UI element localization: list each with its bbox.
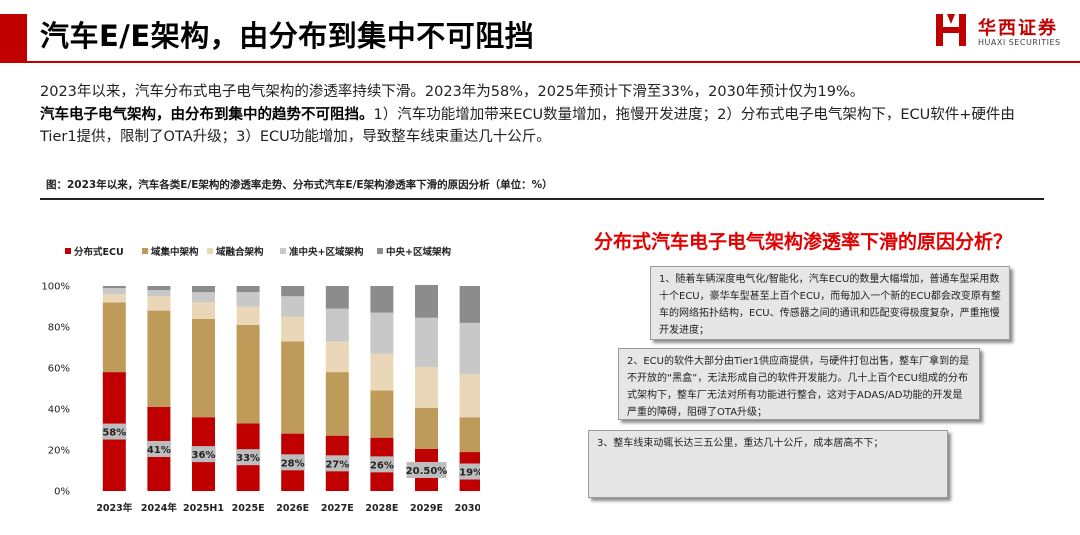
legend-label: 分布式ECU bbox=[74, 246, 124, 258]
legend-label: 域融合架构 bbox=[216, 246, 264, 258]
data-label-bg bbox=[459, 463, 480, 480]
x-tick-label: 2023年 bbox=[96, 502, 132, 514]
bar-segment bbox=[102, 286, 126, 289]
data-label-bg bbox=[280, 454, 305, 471]
y-tick-label: 20% bbox=[48, 446, 70, 457]
x-tick-label: 2027E bbox=[321, 503, 354, 514]
title-divider bbox=[0, 61, 1080, 63]
x-tick-label: 2030E bbox=[455, 503, 480, 514]
reasons-title: 分布式汽车电子电气架构渗透率下滑的原因分析？ bbox=[594, 231, 1013, 253]
bar-segment bbox=[370, 286, 394, 313]
legend-swatch bbox=[280, 248, 286, 254]
data-label-bg bbox=[146, 440, 171, 457]
bar-segment bbox=[192, 302, 215, 319]
x-tick-label: 2025E bbox=[232, 503, 265, 514]
bar-segment bbox=[415, 407, 438, 449]
bar-segment bbox=[325, 286, 349, 309]
logo-text-cn: 华西证券 bbox=[978, 18, 1058, 39]
data-label-bg bbox=[102, 423, 127, 440]
bar-segment bbox=[147, 286, 171, 291]
bar-segment bbox=[281, 341, 305, 434]
data-label: 27% bbox=[325, 459, 349, 470]
x-tick-label: 2029E bbox=[410, 503, 443, 514]
bar-segment bbox=[415, 366, 438, 408]
data-label: 26% bbox=[370, 460, 394, 471]
bar-segment bbox=[147, 310, 171, 407]
legend-label: 中央+区域架构 bbox=[386, 246, 451, 258]
legend-label: 准中央+区域架构 bbox=[289, 246, 364, 258]
data-label: 58% bbox=[102, 428, 126, 439]
data-label: 20.50% bbox=[406, 466, 448, 477]
data-label-bg bbox=[236, 449, 261, 466]
y-tick-label: 40% bbox=[48, 405, 70, 416]
legend-swatch bbox=[142, 248, 148, 254]
y-tick-label: 60% bbox=[48, 364, 70, 375]
bar-segment bbox=[192, 292, 215, 303]
stacked-bar-chart: 分布式ECU 域集中架构 域融合架构 准中央+区域架构 中央+区域架构 0% 20% 40% 6… bbox=[41, 246, 480, 514]
data-label-bg bbox=[406, 461, 447, 478]
bar-segment bbox=[147, 290, 171, 297]
data-label-bg bbox=[191, 446, 216, 463]
bar-segment bbox=[415, 317, 438, 367]
bar-segment bbox=[459, 417, 480, 453]
x-tick-label: 2026E bbox=[276, 503, 309, 514]
data-label: 36% bbox=[192, 450, 216, 461]
bar-segment bbox=[102, 288, 126, 295]
bar-segment bbox=[325, 372, 349, 436]
bar-segment bbox=[459, 374, 480, 418]
bar-segment bbox=[325, 341, 349, 373]
bar-segment bbox=[370, 353, 394, 391]
y-tick-label: 80% bbox=[48, 323, 70, 334]
data-label: 19% bbox=[459, 468, 480, 479]
bar-segment bbox=[281, 316, 305, 342]
trend-paragraph-lead: 汽车电子电气架构，由分布到集中的趋势不可阻挡。 bbox=[40, 107, 374, 123]
title-accent-block bbox=[0, 14, 27, 62]
x-tick-label: 2024年 bbox=[141, 502, 177, 514]
bar-segment bbox=[325, 308, 349, 342]
reason-note-2: 2、ECU的软件大部分由Tier1供应商提供，与硬件打包出售，整车厂拿到的是不开… bbox=[618, 348, 980, 420]
legend-swatch bbox=[207, 248, 213, 254]
x-tick-label: 2025H1 bbox=[183, 503, 224, 514]
bar-segment bbox=[236, 306, 260, 325]
figure-divider bbox=[40, 198, 1044, 200]
x-tick-label: 2028E bbox=[365, 503, 398, 514]
bar-segment bbox=[459, 322, 480, 375]
reason-note-3: 3、整车线束动辄长达三五公里，重达几十公斤，成本居高不下； bbox=[588, 430, 948, 498]
data-label: 33% bbox=[236, 453, 260, 464]
bar-segment bbox=[236, 286, 260, 293]
trend-paragraph-body: 1）汽车功能增加带来ECU数量增加，拖慢开发进度；2）分布式电子电气架构下，EC… bbox=[40, 107, 1015, 145]
logo-text-en: HUAXI SECURITIES bbox=[978, 38, 1061, 47]
data-label-bg bbox=[325, 455, 350, 472]
page-title: 汽车E/E架构，由分布到集中不可阻挡 bbox=[40, 19, 535, 53]
bar-segment bbox=[192, 318, 215, 418]
bar-segment bbox=[415, 284, 438, 318]
legend-label: 域集中架构 bbox=[151, 246, 199, 258]
bar-segment bbox=[102, 294, 126, 303]
company-logo: 华西证券 HUAXI SECURITIES bbox=[934, 12, 1074, 52]
bar-segment bbox=[236, 324, 260, 424]
y-tick-label: 0% bbox=[54, 487, 70, 498]
reason-note-1: 1、随着车辆深度电气化/智能化，汽车ECU的数量大幅增加，普通车型采用数十个EC… bbox=[650, 266, 1010, 340]
legend-swatch bbox=[377, 248, 383, 254]
bar-segment bbox=[370, 312, 394, 354]
intro-paragraph: 2023年以来，汽车分布式电子电气架构的渗透率持续下滑。2023年为58%，20… bbox=[40, 84, 865, 100]
figure-caption: 图：2023年以来，汽车各类E/E架构的渗透率走势、分布式汽车E/E架构渗透率下… bbox=[46, 179, 553, 191]
data-label: 28% bbox=[281, 458, 305, 469]
bar-segment bbox=[281, 296, 305, 317]
bar-segment bbox=[459, 286, 480, 323]
trend-paragraph: 汽车电子电气架构，由分布到集中的趋势不可阻挡。1）汽车功能增加带来ECU数量增加… bbox=[40, 104, 1050, 148]
bar-segment bbox=[192, 286, 215, 293]
bar-segment bbox=[281, 286, 305, 297]
bar-segment bbox=[236, 292, 260, 307]
bar-segment bbox=[370, 390, 394, 438]
data-label: 41% bbox=[147, 445, 171, 456]
legend-swatch bbox=[65, 248, 71, 254]
huaxi-logo-icon bbox=[936, 14, 966, 46]
y-tick-label: 100% bbox=[41, 282, 70, 293]
data-label-bg bbox=[369, 456, 394, 473]
bar-segment bbox=[102, 302, 126, 373]
bar-segment bbox=[147, 296, 171, 311]
